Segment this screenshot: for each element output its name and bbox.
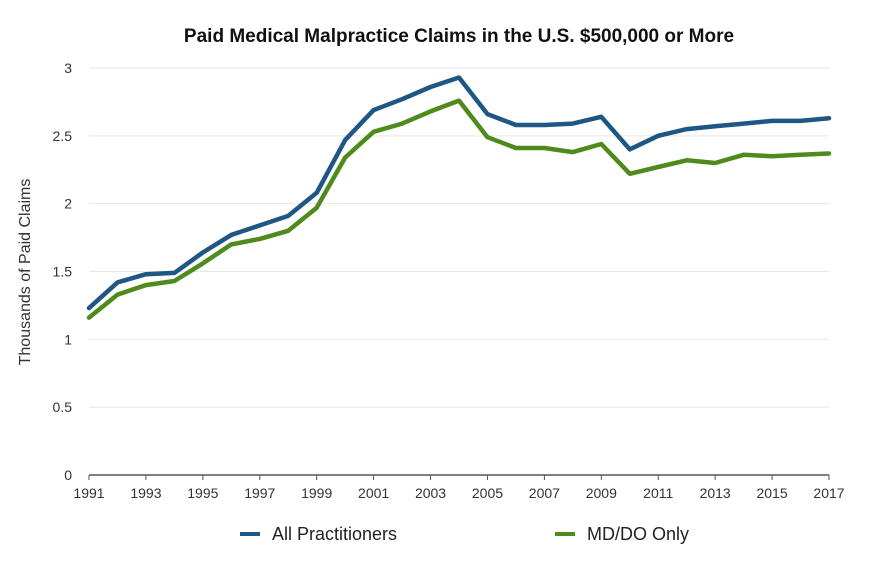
legend-item: All Practitioners <box>240 524 397 544</box>
x-tick-label: 2011 <box>643 485 673 501</box>
x-tick-label: 2001 <box>358 485 389 501</box>
chart-title: Paid Medical Malpractice Claims in the U… <box>184 26 734 47</box>
y-tick-label: 2 <box>64 196 72 212</box>
series-line-all-practitioners <box>86 75 832 311</box>
y-tick-label: 3 <box>64 60 72 76</box>
legend-label: All Practitioners <box>272 524 397 544</box>
x-tick-label: 1991 <box>73 485 104 501</box>
legend-label: MD/DO Only <box>587 524 689 544</box>
legend: All Practitioners MD/DO Only <box>240 524 689 544</box>
y-axis-label: Thousands of Paid Claims <box>17 179 34 366</box>
y-tick-label: 1.5 <box>53 264 73 280</box>
legend-item: MD/DO Only <box>555 524 689 544</box>
x-tick-label: 1995 <box>187 485 218 501</box>
y-tick-label: 0.5 <box>53 399 73 415</box>
x-axis-ticks: 1991 1993 1995 1997 1999 2001 2003 2005 2007 2009… <box>73 475 845 501</box>
x-tick-label: 2017 <box>813 485 844 501</box>
x-tick-label: 2007 <box>529 485 560 501</box>
x-tick-label: 1993 <box>130 485 161 501</box>
x-tick-label: 2003 <box>415 485 446 501</box>
gridlines <box>89 67 829 408</box>
y-tick-label: 2.5 <box>53 128 73 144</box>
y-tick-label: 0 <box>64 467 72 483</box>
y-tick-label: 1 <box>64 331 72 347</box>
x-tick-label: 1997 <box>244 485 275 501</box>
x-tick-label: 2005 <box>472 485 503 501</box>
series-line-md-do-only <box>86 98 832 320</box>
x-tick-label: 2013 <box>700 485 731 501</box>
y-axis-ticks: 0 0.5 1 1.5 2 2.5 3 <box>53 60 73 483</box>
x-tick-label: 1999 <box>301 485 332 501</box>
x-tick-label: 2015 <box>756 485 787 501</box>
series-lines <box>86 75 832 320</box>
x-tick-label: 2009 <box>586 485 617 501</box>
